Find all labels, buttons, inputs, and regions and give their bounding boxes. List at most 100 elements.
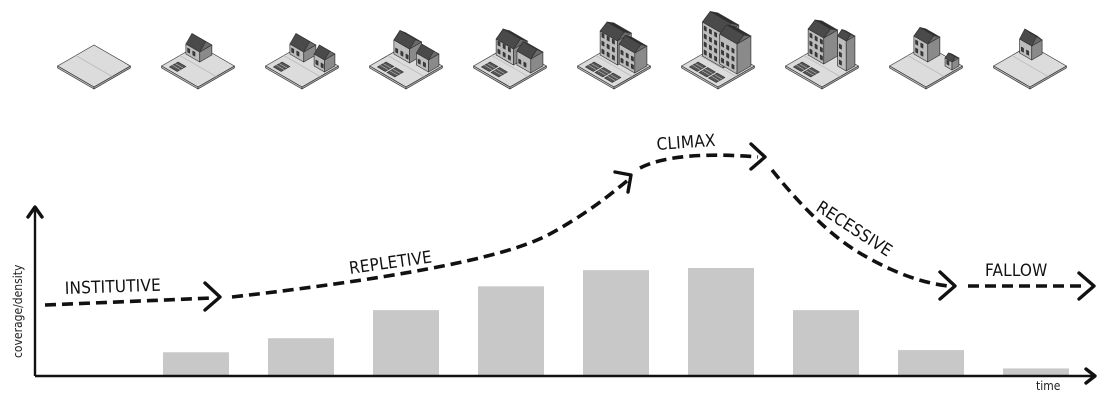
building-window xyxy=(497,48,501,55)
building-wall xyxy=(845,35,856,72)
building-window xyxy=(819,54,823,61)
density-bar xyxy=(793,310,859,376)
building-window xyxy=(714,39,718,46)
building-roof xyxy=(522,41,544,53)
building-window xyxy=(726,44,730,51)
density-bar xyxy=(268,338,334,376)
building-roof xyxy=(399,30,422,43)
building-stage-3 xyxy=(265,33,339,90)
footprint-line xyxy=(704,68,713,74)
recessive-segment xyxy=(770,168,949,288)
building-window xyxy=(507,46,511,53)
density-bars xyxy=(163,268,1069,376)
building-window xyxy=(625,60,629,67)
building-window xyxy=(611,54,615,61)
plot-edge xyxy=(821,65,859,90)
density-bar xyxy=(898,350,964,376)
footprint-line xyxy=(597,70,606,76)
footprint-line xyxy=(591,63,600,69)
footprint-line xyxy=(493,70,502,76)
climax-segment xyxy=(639,153,759,170)
building-window xyxy=(417,58,421,65)
density-bar xyxy=(478,286,544,376)
plot-divider xyxy=(907,55,945,77)
building-window xyxy=(920,42,924,49)
building-window xyxy=(296,50,300,57)
building-window xyxy=(625,52,629,59)
building-window xyxy=(518,58,522,65)
plot-edge xyxy=(301,65,339,90)
x-axis-label: time xyxy=(1036,379,1061,392)
density-bar xyxy=(163,352,229,376)
building-window xyxy=(838,51,842,58)
building-window xyxy=(405,53,409,60)
phase-label-recessive: RECESSIVE xyxy=(812,197,895,261)
fallow-arrowhead xyxy=(1077,271,1096,301)
recessive-arrowhead xyxy=(938,270,957,301)
footprint-line xyxy=(172,64,181,70)
building-window xyxy=(731,63,735,70)
phase-label-climax: CLIMAX xyxy=(656,131,716,155)
building-window xyxy=(400,50,404,57)
plot-edge xyxy=(613,65,651,90)
building-stage-10 xyxy=(993,28,1067,90)
building-window xyxy=(819,46,823,53)
building-window xyxy=(819,38,823,45)
building-window xyxy=(721,41,724,48)
building-window xyxy=(192,50,196,57)
footprint-line xyxy=(695,63,704,69)
building-window xyxy=(809,32,813,39)
plot-divider xyxy=(179,55,217,77)
building-window xyxy=(187,47,191,54)
building-window xyxy=(814,51,818,58)
footprint-line xyxy=(701,70,710,76)
building-window xyxy=(502,51,506,58)
building-stage-6 xyxy=(577,21,651,90)
density-bar xyxy=(373,310,439,376)
building-stage-1 xyxy=(57,44,131,90)
building-window xyxy=(523,61,527,68)
repletive-arrowhead xyxy=(613,170,633,194)
building-window xyxy=(497,40,501,47)
building-window xyxy=(703,49,707,56)
building-window xyxy=(726,60,730,67)
y-axis-label: coverage/density xyxy=(11,264,25,358)
repletive-segment xyxy=(231,178,630,299)
footprint-line xyxy=(484,64,493,70)
building-window xyxy=(1026,49,1030,56)
footprint-line xyxy=(389,70,398,76)
footprint-line xyxy=(276,64,285,70)
building-stage-4 xyxy=(369,30,443,90)
building-roof xyxy=(1024,28,1043,41)
plot-divider xyxy=(803,55,841,77)
building-roof xyxy=(948,52,960,59)
building-window xyxy=(714,55,718,62)
density-bar xyxy=(1003,368,1069,376)
footprint-line xyxy=(279,63,288,69)
plot-edge xyxy=(405,65,443,90)
building-roof xyxy=(726,24,752,37)
building-wall xyxy=(837,35,847,72)
density-bar xyxy=(583,270,649,376)
footprint-line xyxy=(610,74,619,80)
building-window xyxy=(1020,46,1024,53)
plot-divider xyxy=(1011,55,1049,77)
building-window xyxy=(708,36,712,43)
building-window xyxy=(703,41,707,48)
building-window xyxy=(703,33,707,40)
building-window xyxy=(630,63,634,70)
building-window xyxy=(714,47,718,54)
plot-edge xyxy=(93,65,131,90)
building-window xyxy=(620,49,624,56)
building-roof xyxy=(318,44,336,55)
building-window xyxy=(809,48,813,55)
building-roof xyxy=(841,29,856,37)
plot-edge xyxy=(1029,65,1067,90)
building-window xyxy=(708,52,712,59)
building-roof xyxy=(919,27,941,38)
plot-divider xyxy=(75,55,113,77)
building-window xyxy=(714,31,718,38)
building-window xyxy=(507,54,511,61)
